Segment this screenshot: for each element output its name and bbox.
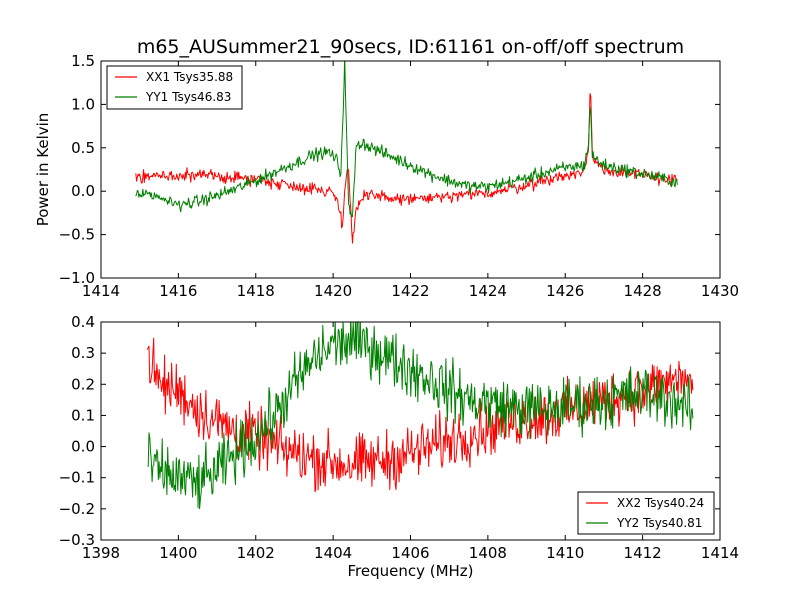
y-tick-label: −0.2	[59, 500, 95, 518]
legend-box	[106, 65, 243, 110]
y-tick-label: 0.0	[71, 182, 95, 200]
x-tick-label: 1422	[391, 282, 429, 300]
y-tick-label: −0.5	[59, 226, 95, 244]
x-tick-label: 1414	[82, 282, 120, 300]
x-tick-label: 1398	[82, 544, 120, 562]
series-line-2	[135, 61, 678, 218]
x-tick-label: 1400	[159, 544, 197, 562]
chart-title: m65_AUSummer21_90secs, ID:61161 on-off/o…	[137, 36, 684, 58]
legend-label: YY1 Tsys46.83	[145, 90, 231, 104]
legend-label: XX2 Tsys40.24	[617, 496, 704, 510]
chart-panel-2: 1398 1400 1402 1404 1406 1408 1410 1412 1414 −0.3…	[59, 313, 740, 580]
x-tick-label: 1420	[314, 282, 352, 300]
series-line-2	[147, 322, 694, 510]
series-line-1	[135, 93, 678, 244]
x-tick-label: 1402	[237, 544, 275, 562]
x-tick-label: 1424	[469, 282, 507, 300]
legend-label: XX1 Tsys35.88	[146, 70, 233, 84]
y-tick-label: −0.1	[59, 469, 95, 487]
legend-box	[577, 491, 715, 535]
x-axis-label: Frequency (MHz)	[347, 562, 473, 580]
x-tick-label: 1416	[159, 282, 197, 300]
y-tick-label: 1.0	[71, 95, 95, 113]
series-line-1	[146, 337, 694, 493]
x-tick-label: 1410	[546, 544, 584, 562]
y-tick-label: 0.2	[71, 375, 95, 393]
x-tick-label: 1412	[624, 544, 662, 562]
y-tick-label: 0.5	[71, 139, 95, 157]
x-tick-label: 1430	[701, 282, 739, 300]
x-tick-label: 1406	[391, 544, 429, 562]
x-tick-label: 1408	[469, 544, 507, 562]
y-axis-label: Power in Kelvin	[34, 113, 52, 227]
legend-label: YY2 Tsys40.81	[616, 516, 702, 530]
y-tick-label: 0.1	[71, 406, 95, 424]
legend: XX2 Tsys40.24 YY2 Tsys40.81	[577, 491, 715, 535]
chart-panel-1: 1414 1416 1418 1420 1422 1424 1426 1428 1430 −1.0…	[34, 36, 739, 300]
y-tick-label: 1.5	[71, 52, 95, 70]
x-tick-label: 1426	[546, 282, 584, 300]
x-tick-label: 1404	[314, 544, 352, 562]
y-tick-label: −1.0	[59, 269, 95, 287]
x-tick-label: 1414	[701, 544, 739, 562]
y-tick-label: −0.3	[59, 531, 95, 549]
y-tick-label: 0.4	[71, 313, 95, 331]
y-tick-label: 0.0	[71, 438, 95, 456]
y-tick-label: 0.3	[71, 344, 95, 362]
legend: XX1 Tsys35.88 YY1 Tsys46.83	[106, 65, 243, 110]
x-tick-label: 1428	[624, 282, 662, 300]
x-tick-label: 1418	[237, 282, 275, 300]
